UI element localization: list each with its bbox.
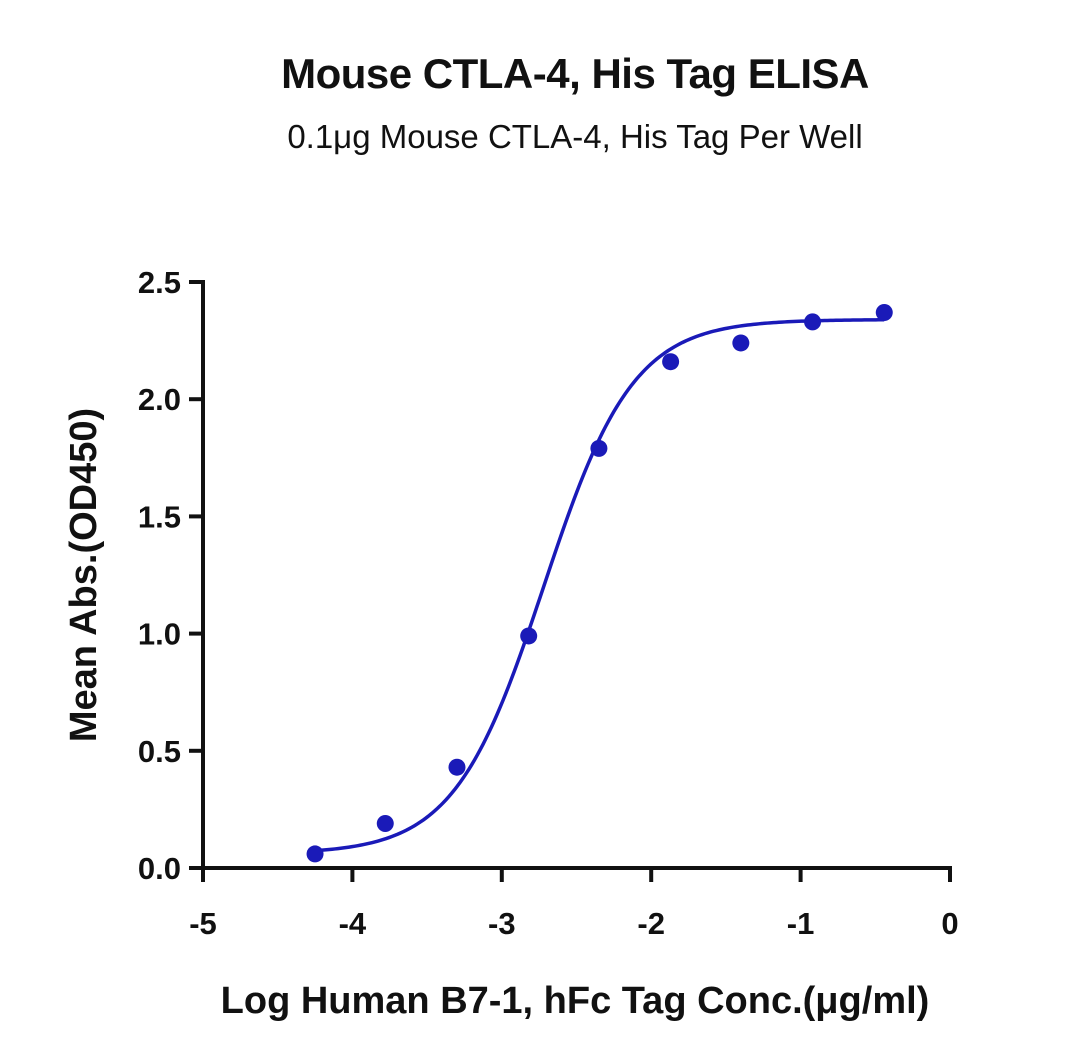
data-point: [306, 845, 324, 863]
data-point: [732, 334, 750, 352]
y-tick-label: 1.0: [138, 617, 181, 652]
data-point: [448, 758, 466, 776]
fit-curve: [314, 318, 885, 853]
y-tick-label: 2.5: [138, 265, 181, 300]
y-tick-label: 0.5: [138, 734, 181, 769]
data-point: [875, 303, 893, 321]
tick-marks: [189, 280, 952, 882]
y-tick-label: 0.0: [138, 851, 181, 886]
y-axis-title: Mean Abs.(OD450): [63, 408, 105, 742]
x-tick-label: -4: [339, 906, 367, 941]
data-points: [306, 303, 893, 863]
y-tick-label: 1.5: [138, 499, 181, 534]
x-tick-label: -3: [488, 906, 516, 941]
chart-title: Mouse CTLA-4, His Tag ELISA: [281, 50, 869, 97]
x-tick-label: -2: [637, 906, 665, 941]
chart-subtitle: 0.1μg Mouse CTLA-4, His Tag Per Well: [287, 118, 863, 155]
data-point: [376, 814, 394, 832]
y-tick-label: 2.0: [138, 382, 181, 417]
x-tick-label: -1: [787, 906, 815, 941]
data-point: [520, 627, 538, 645]
data-point: [804, 313, 822, 331]
x-tick-label: 0: [941, 906, 958, 941]
x-tick-label: -5: [189, 906, 217, 941]
data-point: [590, 439, 608, 457]
x-axis-title: Log Human B7-1, hFc Tag Conc.(μg/ml): [221, 980, 930, 1022]
axes: [201, 280, 952, 870]
tick-labels: 0.0 0.5 1.0 1.5 2.0 2.5 -5 -4 -3 -2 -1 0: [138, 265, 959, 941]
data-point: [662, 353, 680, 371]
